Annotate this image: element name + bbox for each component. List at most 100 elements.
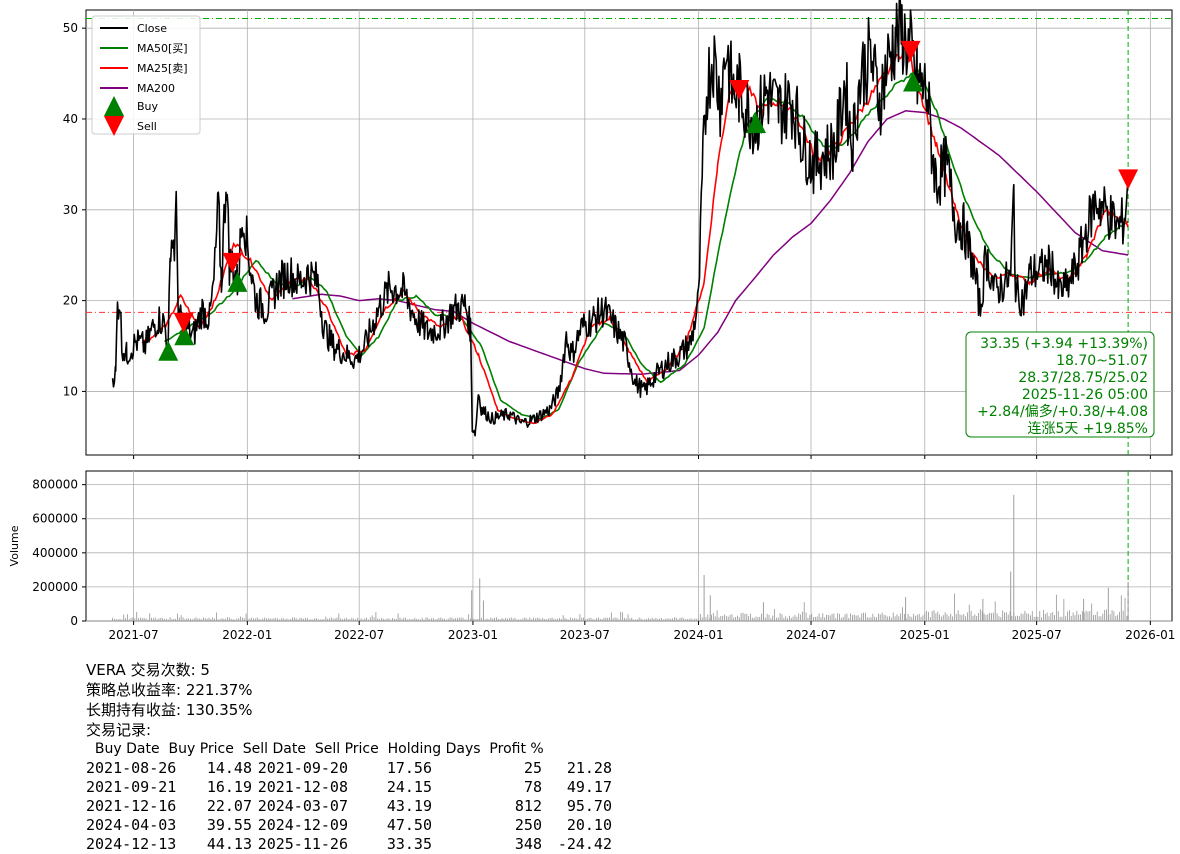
trade-cell: 24.15 — [386, 778, 432, 796]
trade-cell: 348 — [514, 835, 542, 853]
trade-cell: 95.70 — [566, 797, 612, 815]
info-line-range: 18.70~51.07 — [1056, 353, 1148, 369]
legend-box — [91, 15, 201, 135]
x-tick-label: 2026-01 — [1125, 628, 1175, 642]
volume-y-ticks: 0 200000 400000 600000 800000 — [32, 478, 86, 628]
price-x-ticks — [133, 455, 1151, 459]
volume-y-tick-label: 600000 — [32, 512, 78, 526]
report-records-title: 交易记录: — [86, 721, 152, 739]
trade-table-row: 2024-12-13 44.13 2025-11-26 33.35 348 -24.42 — [86, 835, 612, 854]
series-close-line — [111, 0, 1129, 437]
trade-cell: 2024-04-03 — [86, 816, 177, 834]
info-line-time: 2025-11-26 05:00 — [1022, 387, 1148, 403]
trade-cell: 2021-09-20 — [257, 759, 348, 777]
buy-marker — [174, 325, 195, 346]
legend-label-close: Close — [137, 22, 167, 35]
trade-cell: 2021-12-08 — [257, 778, 348, 796]
volume-y-tick-label: 200000 — [32, 580, 78, 594]
price-panel: 10 20 30 40 50 Close MA50[买] MA25[卖] MA200 B… — [63, 0, 1173, 459]
trade-cell: 2024-03-07 — [257, 797, 348, 815]
legend-label-buy: Buy — [137, 100, 159, 113]
trade-table-row: 2021-09-21 16.19 2021-12-08 24.15 78 49.17 — [86, 778, 612, 797]
x-tick-label: 2025-01 — [900, 628, 950, 642]
trade-cell: 39.55 — [206, 816, 252, 834]
legend-label-ma50: MA50[买] — [137, 42, 188, 55]
info-box-frame — [965, 331, 1155, 438]
x-tick-label: 2024-01 — [673, 628, 723, 642]
volume-y-tick-label: 400000 — [32, 546, 78, 560]
legend-swatch-sell — [104, 116, 124, 136]
trade-table-row: 2021-12-16 22.07 2024-03-07 43.19 812 95.70 — [86, 797, 612, 816]
info-line-signal: +2.84/偏多/+0.38/+4.08 — [977, 403, 1148, 420]
trade-cell: 17.56 — [386, 759, 432, 777]
x-tick-label: 2023-07 — [560, 628, 610, 642]
trade-report: VERA 交易次数: 5 策略总收益率: 221.37% 长期持有收益: 130… — [86, 660, 612, 854]
x-tick-label: 2023-01 — [448, 628, 498, 642]
buy-marker — [158, 340, 179, 361]
report-trade-count: VERA 交易次数: 5 — [86, 661, 210, 679]
legend: Close MA50[买] MA25[卖] MA200 Buy Sell — [91, 15, 201, 136]
price-y-tick-label: 40 — [63, 112, 78, 126]
trade-cell: 2024-12-13 — [86, 835, 177, 853]
series-ma50-line — [164, 67, 1129, 420]
volume-y-label: Volume — [8, 525, 21, 566]
price-y-tick-label: 30 — [63, 203, 78, 217]
report-hold-return: 长期持有收益: 130.35% — [86, 701, 253, 719]
trade-table-row: 2021-08-26 14.48 2021-09-20 17.56 25 21.28 — [86, 759, 612, 778]
trade-cell: 22.07 — [206, 797, 252, 815]
trade-cell: 16.19 — [206, 778, 252, 796]
x-tick-label: 2025-07 — [1012, 628, 1062, 642]
price-series — [111, 0, 1129, 437]
sell-marker — [222, 252, 243, 273]
trade-cell: 2021-08-26 — [86, 759, 177, 777]
info-line-streak: 连涨5天 +19.85% — [1028, 421, 1148, 437]
trade-cell: 43.19 — [386, 797, 432, 815]
trade-cell: 2021-09-21 — [86, 778, 177, 796]
legend-swatch-buy — [104, 96, 124, 116]
trade-cell: 47.50 — [386, 816, 432, 834]
buy-marker — [903, 71, 924, 92]
info-line-ma: 28.37/28.75/25.02 — [1018, 370, 1148, 386]
volume-grid — [86, 471, 1172, 622]
trade-cell: 20.10 — [566, 816, 612, 834]
volume-y-tick-label: 0 — [70, 614, 78, 628]
trade-cell: 78 — [523, 778, 542, 796]
price-y-tick-label: 50 — [63, 21, 78, 35]
sell-marker — [173, 312, 194, 333]
trade-cell: -24.42 — [557, 835, 612, 853]
report-strategy-return: 策略总收益率: 221.37% — [86, 681, 253, 699]
volume-bars — [112, 494, 1129, 621]
volume-axes-frame — [85, 470, 1173, 622]
buy-marker — [746, 113, 767, 134]
trade-cell: 33.35 — [386, 835, 432, 853]
trade-table-row: 2024-04-03 39.55 2024-12-09 47.50 250 20.10 — [86, 816, 612, 835]
trade-markers — [158, 40, 1139, 361]
trade-cell: 812 — [514, 797, 542, 815]
x-tick-label: 2024-07 — [786, 628, 836, 642]
sell-marker — [729, 80, 750, 101]
legend-label-sell: Sell — [137, 120, 157, 133]
sell-marker — [1118, 169, 1139, 190]
legend-label-ma200: MA200 — [137, 82, 175, 95]
price-y-tick-label: 20 — [63, 294, 78, 308]
trade-table-header: Buy Date Buy Price Sell Date Sell Price … — [86, 741, 544, 757]
x-tick-label: 2022-01 — [222, 628, 272, 642]
price-grid — [86, 10, 1172, 455]
volume-y-tick-label: 800000 — [32, 478, 78, 492]
buy-marker — [227, 271, 248, 292]
trade-cell: 49.17 — [566, 778, 612, 796]
trade-cell: 25 — [523, 759, 542, 777]
trade-cell: 14.48 — [206, 759, 252, 777]
trade-cell: 2025-11-26 — [257, 835, 348, 853]
info-line-price: 33.35 (+3.94 +13.39%) — [980, 336, 1148, 352]
price-y-tick-label: 10 — [63, 384, 78, 398]
volume-x-ticks: 2021-07 2022-01 2022-07 2023-01 2023-07 2024-… — [109, 621, 1175, 642]
trade-cell: 44.13 — [206, 835, 252, 853]
info-box: 33.35 (+3.94 +13.39%) 18.70~51.07 28.37/… — [965, 331, 1155, 438]
trade-cell: 2024-12-09 — [257, 816, 348, 834]
legend-label-ma25: MA25[卖] — [137, 62, 188, 75]
trade-cell: 2021-12-16 — [86, 797, 177, 815]
trade-cell: 21.28 — [566, 759, 612, 777]
x-tick-label: 2022-07 — [334, 628, 384, 642]
